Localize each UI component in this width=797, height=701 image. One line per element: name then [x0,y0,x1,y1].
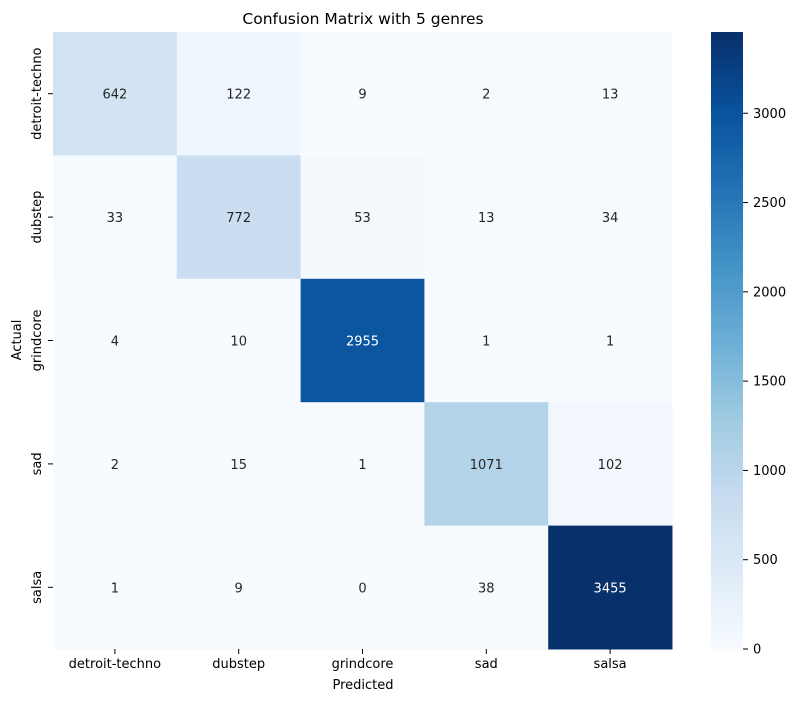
cell-value-label: 2955 [346,335,379,350]
cell-value-label: 13 [602,88,619,103]
cell-value-label: 34 [602,211,619,226]
x-axis-label: Predicted [332,678,393,693]
cell-value-label: 53 [354,211,371,226]
heatmap-cell [300,155,425,280]
heatmap-cell [548,32,673,156]
cell-value-label: 772 [226,211,251,226]
chart-title: Confusion Matrix with 5 genres [242,10,483,28]
y-tick-label: sad [30,452,45,475]
colorbar-tick-label: 0 [753,643,761,658]
cell-value-label: 38 [478,581,495,596]
heatmap-cell [176,402,302,527]
heatmap-cell [548,402,673,527]
heatmap-cells [53,32,673,650]
cell-value-label: 13 [478,211,495,226]
heatmap-cell [53,32,178,156]
heatmap-cell [176,525,302,650]
heatmap-cell [176,155,302,280]
y-tick-label: dubstep [30,191,45,244]
x-tick-label: sad [475,657,498,672]
cell-value-label: 4 [111,335,119,350]
heatmap-cell [53,525,178,650]
cell-value-label: 1071 [470,458,503,473]
colorbar-tick-label: 500 [753,553,778,568]
cell-value-label: 15 [230,458,247,473]
x-tick-label: grindcore [332,657,394,672]
x-tick-label: detroit-techno [69,657,161,672]
heatmap-cell [424,32,549,156]
cell-value-label: 1 [606,335,614,350]
y-axis-ticks: detroit-techno dubstep grindcore sad salsa [30,47,53,604]
colorbar-tick-label: 2500 [753,196,786,211]
heatmap-cell [300,402,425,527]
cell-value-label: 102 [598,458,623,473]
cell-value-label: 642 [102,88,127,103]
x-axis-ticks: detroit-techno dubstep grindcore sad salsa [69,649,627,672]
cell-value-label: 2 [111,458,119,473]
heatmap-cell [176,278,302,403]
cell-value-label: 9 [358,88,366,103]
heatmap-cell [53,278,178,403]
colorbar-tick-label: 1000 [753,464,786,479]
y-tick-label: salsa [30,571,45,604]
cell-value-label: 0 [358,581,366,596]
cell-value-label: 9 [235,581,243,596]
x-tick-label: salsa [594,657,627,672]
heatmap-cell [424,402,549,527]
colorbar [711,32,743,649]
heatmap-cell [424,525,549,650]
y-tick-label: grindcore [30,310,45,372]
cell-value-label: 122 [226,88,251,103]
heatmap-cell [53,155,178,280]
colorbar-ticks: 0 500 1000 1500 2000 2500 3000 [743,107,786,658]
colorbar-tick-label: 3000 [753,107,786,122]
x-tick-label: dubstep [212,657,265,672]
heatmap-cell [176,32,302,156]
heatmap-cell [53,402,178,527]
colorbar-tick-label: 1500 [753,375,786,390]
heatmap-cell [548,278,673,403]
cell-value-label: 1 [111,581,119,596]
heatmap-cell [548,525,673,650]
heatmap-cell [300,525,425,650]
cell-value-label: 10 [230,335,247,350]
cell-value-label: 1 [482,335,490,350]
cell-value-label: 33 [107,211,124,226]
y-axis-label: Actual [10,320,25,361]
heatmap-cell [548,155,673,280]
colorbar-tick-label: 2000 [753,285,786,300]
heatmap-cell [300,32,425,156]
cell-value-label: 3455 [594,581,627,596]
heatmap-cell [424,155,549,280]
cell-value-label: 1 [358,458,366,473]
heatmap-cell [424,278,549,403]
cell-value-label: 2 [482,88,490,103]
heatmap-cell [300,278,425,403]
y-tick-label: detroit-techno [30,47,45,139]
